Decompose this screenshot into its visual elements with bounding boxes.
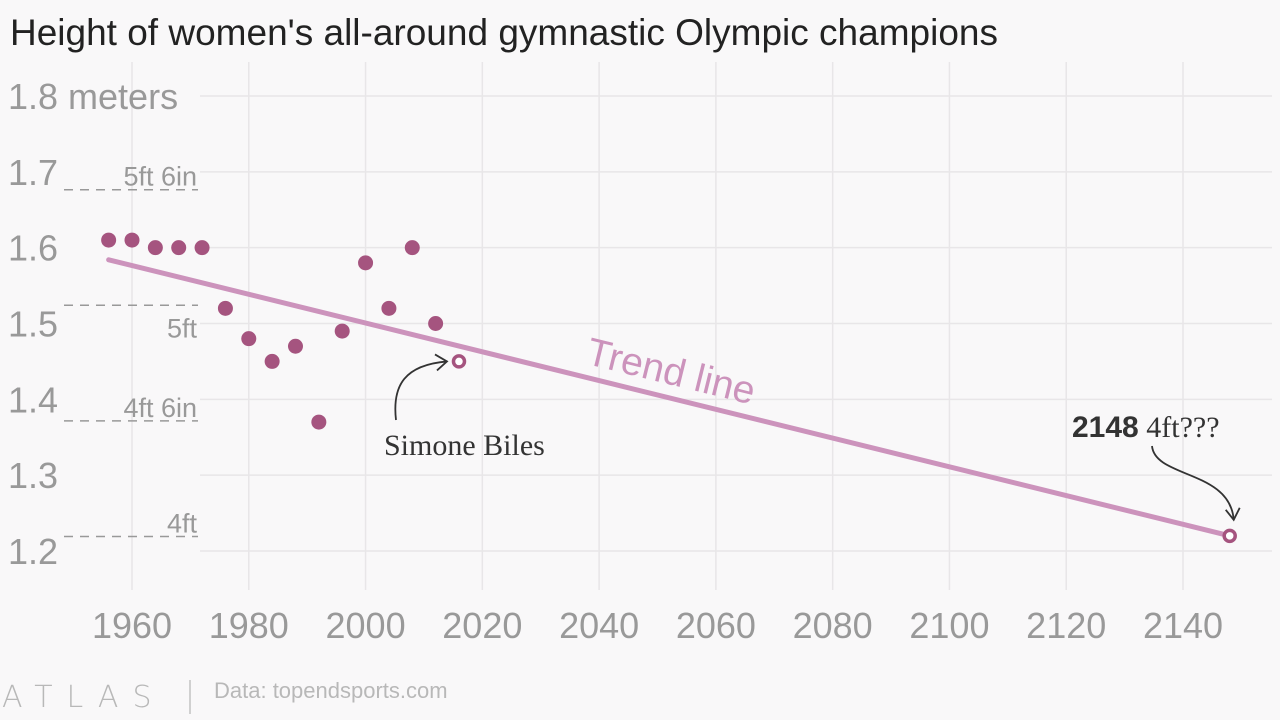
x-tick-label: 1960 [92,605,172,646]
data-point [101,232,117,248]
x-tick-label: 2120 [1026,605,1106,646]
data-point [171,240,187,256]
footer: ATLAS Data: topendsports.com [0,672,1280,720]
simone-biles-arrowhead [434,353,449,372]
trend-line [106,257,1233,539]
y-tick-label: 1.7 [8,152,58,193]
data-source: Data: topendsports.com [214,678,448,703]
data-point [428,316,444,331]
x-tick-label: 2100 [909,605,989,646]
x-tick-label: 2040 [559,605,639,646]
reference-lines-layer: 5ft 6in 5ft 4ft 6in 4ft [64,162,198,538]
atlas-logo: ATLAS [2,680,166,715]
projected-arrow [1151,445,1235,520]
data-point [241,331,257,347]
data-point [264,353,280,369]
data-point [194,240,210,256]
trend-line-label: Trend line [582,330,759,413]
data-point [311,414,327,430]
reference-label: 5ft 6in [123,162,197,192]
y-tick-label: 1.6 [8,228,58,269]
reference-label: 5ft [167,313,198,343]
data-point [124,232,140,248]
projected-point [1222,528,1237,544]
data-point [147,240,163,256]
y-tick-label: 1.8 meters [8,76,178,117]
y-tick-label: 1.5 [8,304,58,345]
data-point [358,255,374,271]
grid-layer [131,62,1272,590]
x-tick-label: 2140 [1143,605,1223,646]
x-tick-label: 2000 [326,605,406,646]
projected-height: 4ft??? [1139,411,1220,444]
trend-layer: Trend line [106,257,1233,539]
x-tick-label: 2080 [793,605,873,646]
data-point [381,300,397,316]
projected-year: 2148 [1072,411,1139,444]
axis-layer: 1.2 1.3 1.4 1.5 1.6 1.7 1.8 meters 1960 1980 2000… [8,76,1223,646]
simone-biles-point [451,354,467,369]
reference-label: 4ft 6in [123,393,197,423]
chart-title: Height of women's all-around gymnastic O… [10,12,998,53]
projected-label: 2148 4ft??? [1072,411,1220,444]
data-point [217,300,233,316]
data-point [287,338,303,354]
y-tick-label: 1.3 [8,455,58,496]
points-layer [101,232,1237,544]
projected-arrowhead [1225,507,1241,522]
annotation-layer: Simone Biles 2148 4ft??? [384,353,1241,522]
data-point [334,323,350,339]
simone-biles-arrow [394,360,448,421]
reference-label: 4ft [167,508,198,538]
data-point [404,240,420,256]
y-tick-label: 1.2 [8,531,58,572]
x-tick-label: 2020 [442,605,522,646]
simone-biles-label: Simone Biles [384,429,545,462]
x-tick-label: 1980 [209,605,289,646]
x-tick-label: 2060 [676,605,756,646]
y-tick-label: 1.4 [8,379,58,420]
y-unit-label: meters [58,76,178,117]
footer-divider [189,680,191,714]
